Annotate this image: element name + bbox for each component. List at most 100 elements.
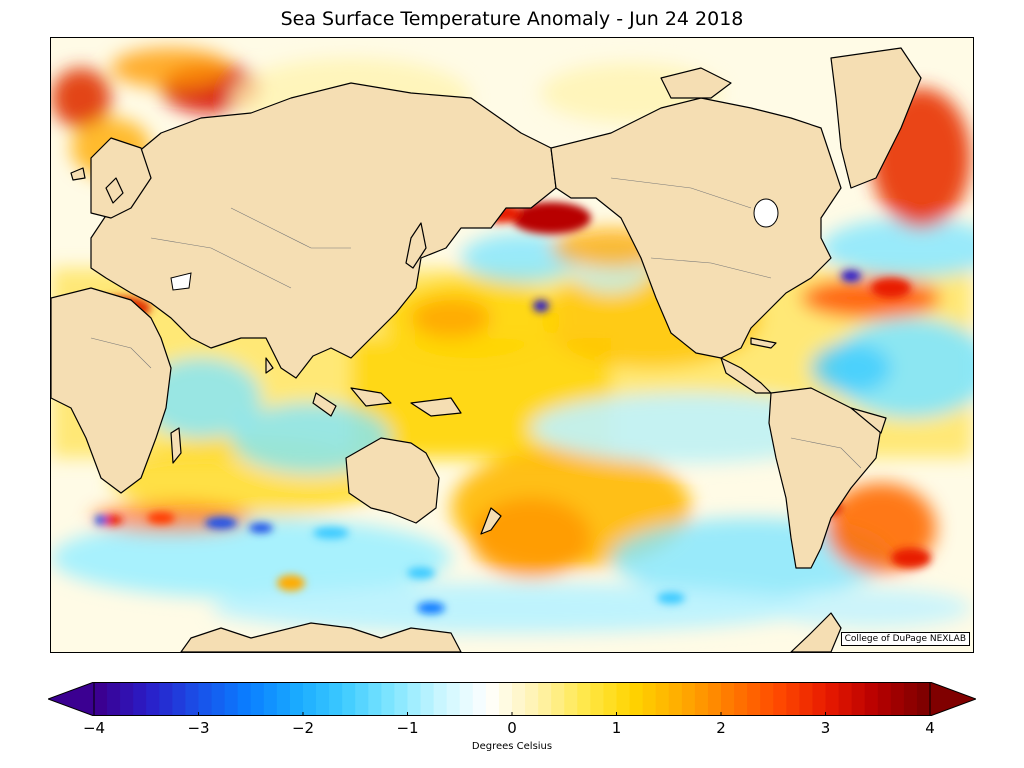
- colorbar-segment: [94, 682, 108, 716]
- colorbar-tick-label: −4: [82, 719, 106, 737]
- colorbar-segment: [394, 682, 409, 716]
- land-japan: [405, 222, 427, 269]
- land-antarctic-peninsula: [790, 612, 842, 652]
- land-borneo: [350, 387, 392, 407]
- colorbar-segment: [812, 682, 827, 716]
- colorbar-segment: [472, 682, 487, 716]
- land-cuba: [750, 337, 777, 349]
- colorbar-segment: [276, 682, 291, 716]
- land-new-guinea: [410, 397, 462, 417]
- colorbar-segment: [525, 682, 539, 716]
- colorbar-segment: [250, 682, 265, 716]
- caspian-sea: [170, 272, 192, 291]
- land-madagascar: [170, 427, 182, 464]
- colorbar-segment: [629, 682, 644, 716]
- land-greenland: [830, 47, 922, 189]
- colorbar-segment: [368, 682, 382, 716]
- colorbar-segment: [185, 682, 200, 716]
- land-sri-lanka: [265, 357, 274, 374]
- colorbar-segment: [590, 682, 605, 716]
- colorbar-tick-label: 4: [925, 719, 935, 737]
- colorbar-segment: [734, 682, 748, 716]
- colorbar-segment: [799, 682, 814, 716]
- colorbar-segment: [433, 682, 448, 716]
- colorbar-segment: [655, 682, 670, 716]
- colorbar-segment: [577, 682, 591, 716]
- colorbar-label: Degrees Celsius: [471, 741, 553, 752]
- colorbar-segment: [172, 682, 187, 716]
- land-eurasia: [90, 82, 557, 379]
- colorbar-segment: [851, 682, 866, 716]
- colorbar-segment: [694, 682, 709, 716]
- colorbar-segment: [355, 682, 369, 716]
- colorbar-segment: [120, 682, 134, 716]
- map-svg: [51, 38, 973, 652]
- colorbar-segment: [890, 682, 905, 716]
- colorbar-segment: [159, 682, 173, 716]
- colorbar-segment: [707, 682, 722, 716]
- colorbar-segment: [303, 682, 317, 716]
- colorbar-segment: [224, 682, 239, 716]
- colorbar-min-arrow: [48, 682, 95, 716]
- anomaly-field: [51, 48, 973, 633]
- colorbar-segment: [289, 682, 304, 716]
- colorbar-segment: [211, 682, 226, 716]
- colorbar-segment: [485, 682, 500, 716]
- colorbar-segment: [446, 682, 461, 716]
- land-central-america: [720, 357, 772, 394]
- land-iceland: [70, 167, 86, 181]
- land-scandinavia: [90, 137, 152, 219]
- colorbar-tick-label: −3: [187, 719, 210, 737]
- colorbar-segment: [407, 682, 422, 716]
- colorbar-tick-label: −1: [396, 719, 419, 737]
- colorbar-segment: [198, 682, 213, 716]
- colorbar-segment: [681, 682, 696, 716]
- land-masses: [51, 47, 922, 652]
- colorbar-tick-label: 1: [611, 719, 622, 737]
- credit-label: College of DuPage NEXLAB: [840, 632, 970, 646]
- colorbar-tick-label: 2: [716, 719, 726, 737]
- colorbar: [48, 682, 976, 716]
- colorbar-segment: [538, 682, 552, 716]
- colorbar-segment: [903, 682, 918, 716]
- colorbar-segment: [786, 682, 800, 716]
- colorbar-segment: [668, 682, 683, 716]
- colorbar-segment: [107, 682, 121, 716]
- land-brazil-east: [850, 407, 887, 434]
- colorbar-segment: [381, 682, 396, 716]
- colorbar-segment: [747, 682, 761, 716]
- colorbar-segment: [760, 682, 774, 716]
- land-north-america: [550, 97, 842, 359]
- colorbar-segment: [498, 682, 513, 716]
- inland-water: [170, 198, 779, 291]
- land-antarctica-west: [180, 622, 462, 652]
- chart-title: Sea Surface Temperature Anomaly - Jun 24…: [280, 8, 744, 30]
- colorbar-segment: [864, 682, 879, 716]
- colorbar-segment: [551, 682, 565, 716]
- colorbar-tick-label: 0: [507, 719, 517, 737]
- colorbar-segment: [916, 682, 931, 716]
- colorbar-tick-label: −2: [291, 719, 315, 737]
- colorbar-segment: [773, 682, 787, 716]
- colorbar-segment: [616, 682, 631, 716]
- colorbar-segment: [316, 682, 330, 716]
- colorbar-segment: [825, 682, 840, 716]
- colorbar-max-arrow: [929, 682, 976, 716]
- land-australia: [345, 437, 440, 524]
- colorbar-segment: [133, 682, 147, 716]
- land-sumatra: [312, 392, 337, 417]
- colorbar-segment: [263, 682, 278, 716]
- land-britain: [105, 177, 124, 204]
- colorbar-segment: [603, 682, 618, 716]
- colorbar-segment: [459, 682, 474, 716]
- land-arctic-islands: [660, 67, 732, 99]
- colorbar-segment: [642, 682, 657, 716]
- colorbar-segment: [329, 682, 343, 716]
- colorbar-ticks: [93, 712, 931, 716]
- hudson-bay: [753, 198, 779, 228]
- colorbar-segment: [512, 682, 526, 716]
- colorbar-segment: [342, 682, 356, 716]
- colorbar-segment: [564, 682, 578, 716]
- colorbar-segments: [94, 682, 931, 716]
- colorbar-segment: [838, 682, 853, 716]
